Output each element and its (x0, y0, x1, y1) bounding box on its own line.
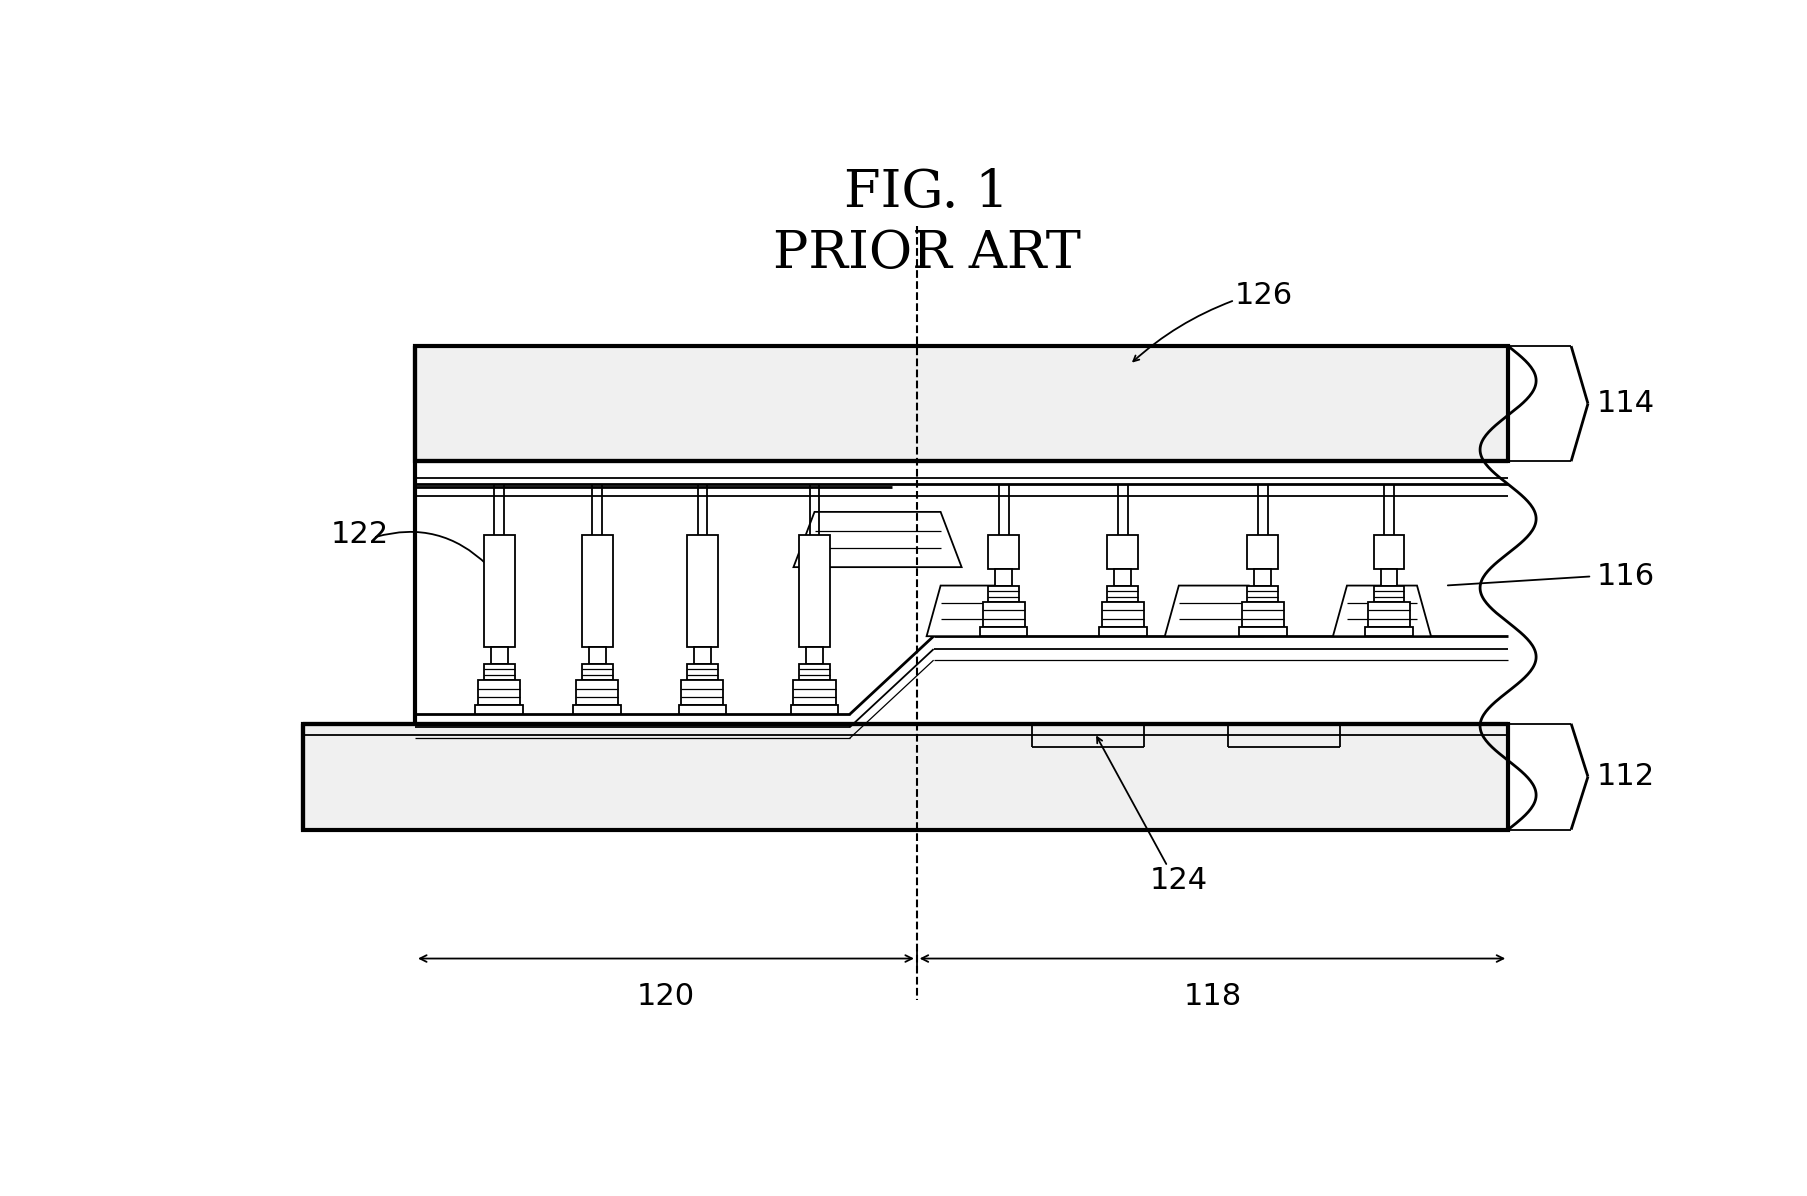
Polygon shape (1164, 586, 1263, 636)
Bar (484, 664, 515, 681)
Bar (1100, 602, 1144, 627)
Bar (1373, 535, 1404, 569)
Text: PRIOR ART: PRIOR ART (772, 228, 1081, 279)
Bar (678, 706, 726, 714)
Bar (490, 647, 508, 664)
Bar (573, 706, 622, 714)
Polygon shape (927, 586, 1025, 636)
Bar (1238, 627, 1287, 636)
Text: 126: 126 (1234, 281, 1292, 310)
Bar (687, 664, 717, 681)
Bar (416, 346, 1507, 462)
Text: 120: 120 (636, 982, 694, 1011)
Bar (304, 724, 1507, 830)
Bar (475, 706, 522, 714)
Bar (1254, 569, 1270, 586)
Bar (1106, 535, 1138, 569)
Bar (1247, 586, 1278, 602)
Bar (793, 681, 835, 706)
Bar (1247, 535, 1278, 569)
Text: 124: 124 (1149, 866, 1207, 895)
Bar (983, 602, 1025, 627)
Bar (1099, 627, 1146, 636)
Bar (1373, 586, 1404, 602)
Bar (582, 535, 613, 647)
Text: 112: 112 (1596, 762, 1653, 791)
Bar (1106, 586, 1138, 602)
Bar (994, 569, 1012, 586)
Bar (484, 535, 515, 647)
Bar (1364, 627, 1411, 636)
Text: 114: 114 (1596, 389, 1653, 419)
Bar (681, 681, 723, 706)
Text: FIG. 1: FIG. 1 (844, 166, 1008, 218)
Bar (1368, 602, 1409, 627)
Text: 116: 116 (1596, 562, 1653, 591)
Bar (799, 664, 829, 681)
Polygon shape (1332, 586, 1431, 636)
Bar (1241, 602, 1283, 627)
Text: 118: 118 (1182, 982, 1241, 1011)
Polygon shape (793, 512, 961, 567)
Bar (988, 586, 1019, 602)
Bar (576, 681, 618, 706)
Bar (589, 647, 605, 664)
Text: 122: 122 (331, 520, 389, 549)
Bar (477, 681, 520, 706)
Bar (694, 647, 710, 664)
Bar (687, 535, 717, 647)
Bar (806, 647, 822, 664)
Bar (790, 706, 838, 714)
Bar (1113, 569, 1131, 586)
Bar (979, 627, 1026, 636)
Bar (582, 664, 613, 681)
Bar (1381, 569, 1397, 586)
Bar (988, 535, 1019, 569)
Bar (799, 535, 829, 647)
